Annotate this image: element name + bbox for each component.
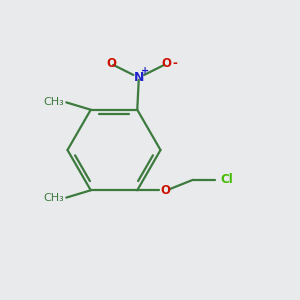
Text: Cl: Cl	[220, 173, 233, 186]
Text: O: O	[106, 57, 116, 70]
Text: CH₃: CH₃	[43, 193, 64, 202]
Text: N: N	[134, 71, 144, 84]
Text: -: -	[172, 57, 177, 70]
Text: CH₃: CH₃	[43, 98, 64, 107]
Text: O: O	[160, 184, 170, 197]
Text: O: O	[161, 57, 171, 70]
Text: +: +	[141, 66, 149, 76]
